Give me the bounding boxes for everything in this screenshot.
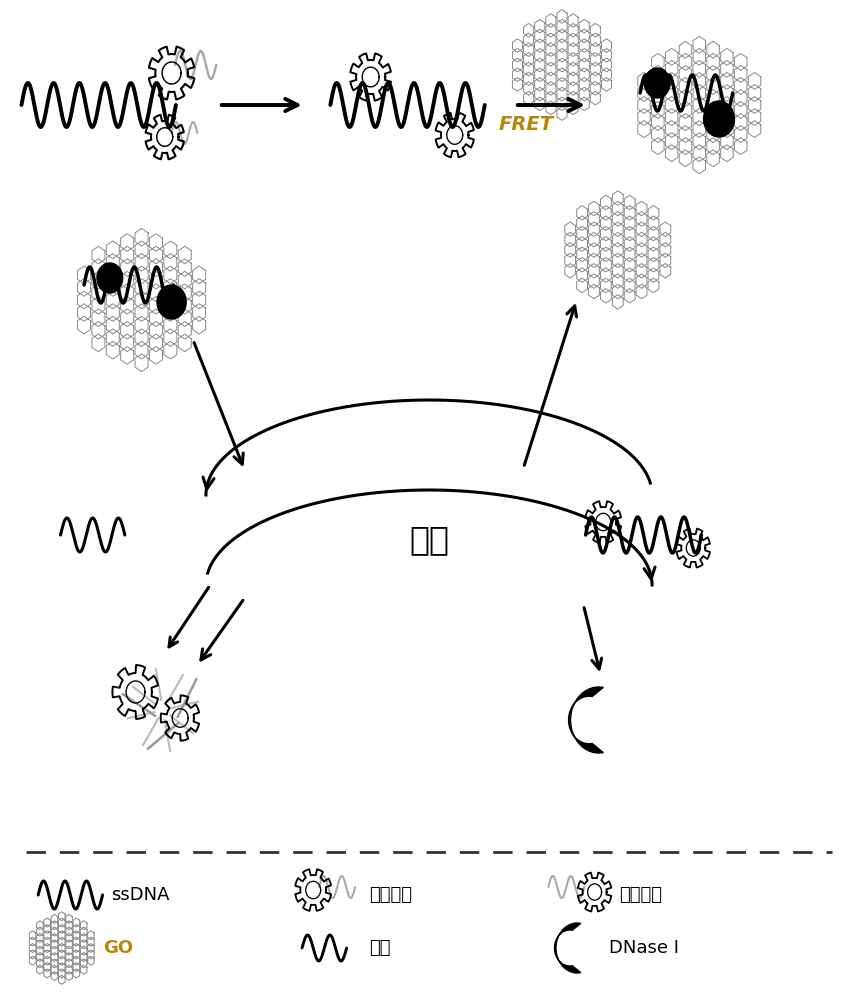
Text: DNase I: DNase I	[609, 939, 680, 957]
Text: 第一探针: 第一探针	[369, 886, 412, 904]
Text: 第二探针: 第二探针	[619, 886, 662, 904]
Text: 靶标: 靶标	[369, 939, 390, 957]
Circle shape	[644, 68, 670, 98]
Text: ssDNA: ssDNA	[112, 886, 170, 904]
Polygon shape	[554, 923, 581, 973]
Text: FRET: FRET	[498, 115, 553, 134]
Polygon shape	[569, 687, 603, 753]
Text: 循环: 循环	[409, 524, 449, 556]
Circle shape	[157, 285, 186, 319]
Circle shape	[97, 263, 123, 293]
Circle shape	[704, 101, 734, 137]
Text: GO: GO	[103, 939, 133, 957]
